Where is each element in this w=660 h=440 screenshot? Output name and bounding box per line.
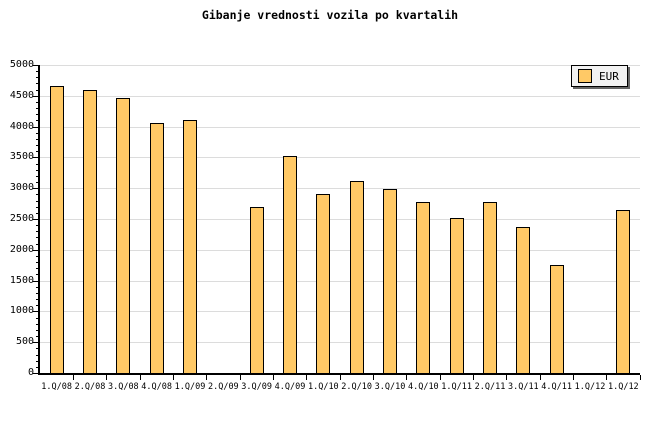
x-tick <box>106 375 108 380</box>
x-tick-label: 2.Q/11 <box>474 382 506 392</box>
x-tick <box>539 375 541 380</box>
x-tick-label: 4.Q/09 <box>274 382 306 392</box>
bar <box>249 206 264 374</box>
y-tick-label: 0 <box>27 367 34 378</box>
legend: EUR <box>571 65 628 87</box>
x-tick <box>472 375 474 380</box>
x-tick <box>272 375 274 380</box>
x-tick <box>439 375 441 380</box>
x-tick <box>606 375 608 380</box>
y-major-tick <box>33 373 40 374</box>
y-tick-label: 500 <box>15 336 34 348</box>
x-tick-label: 1.Q/08 <box>41 382 73 392</box>
x-tick-label: 1.Q/12 <box>607 382 639 392</box>
gridline <box>40 280 640 282</box>
x-tick-label: 3.Q/09 <box>241 382 273 392</box>
x-tick <box>339 375 341 380</box>
y-tick-label: 1500 <box>9 274 34 286</box>
x-tick <box>72 375 74 380</box>
x-tick <box>239 375 241 380</box>
bar <box>49 85 64 374</box>
y-major-tick <box>33 280 40 282</box>
y-major-tick <box>33 219 40 220</box>
y-major-tick <box>33 249 40 251</box>
y-major-tick <box>33 188 40 190</box>
bar <box>549 264 564 374</box>
y-major-tick <box>33 157 40 159</box>
x-tick-label: 1.Q/09 <box>174 382 206 392</box>
x-tick-label: 3.Q/10 <box>374 382 406 392</box>
gridline <box>40 249 640 251</box>
y-tick-label: 2500 <box>9 213 34 224</box>
chart-title: Gibanje vrednosti vozila po kvartalih <box>201 8 459 22</box>
gridline <box>40 342 640 344</box>
legend-swatch-icon <box>578 69 592 83</box>
y-tick-label: 2000 <box>9 243 34 255</box>
y-tick-label: 4000 <box>9 120 34 132</box>
x-tick <box>306 375 308 380</box>
y-axis <box>38 65 40 375</box>
x-tick-label: 1.Q/12 <box>574 382 606 392</box>
x-tick <box>206 375 208 380</box>
y-major-tick <box>33 126 40 128</box>
x-tick-label: 2.Q/09 <box>207 382 239 392</box>
bar <box>383 188 397 374</box>
y-major-tick <box>33 342 40 344</box>
gridline <box>40 311 640 313</box>
x-tick <box>506 375 508 380</box>
x-tick <box>372 375 374 380</box>
y-tick-label: 5000 <box>9 59 34 70</box>
legend-label: EUR <box>599 69 619 83</box>
x-tick-label: 2.Q/08 <box>74 382 106 392</box>
gridline <box>40 188 640 190</box>
x-tick <box>172 375 174 380</box>
bar <box>483 201 497 374</box>
y-tick-label: 4500 <box>9 89 34 101</box>
x-axis <box>38 373 640 375</box>
x-tick-label: 3.Q/08 <box>107 382 139 392</box>
x-tick-label: 2.Q/10 <box>341 382 373 392</box>
bar <box>449 217 464 374</box>
y-major-tick <box>33 65 40 66</box>
bar <box>116 98 131 374</box>
y-major-tick <box>33 311 40 313</box>
bar <box>516 227 531 374</box>
y-tick-label: 1000 <box>9 305 34 317</box>
x-tick <box>639 375 641 380</box>
gridline <box>40 157 640 159</box>
x-tick <box>406 375 408 380</box>
gridline <box>40 219 640 220</box>
x-tick-label: 4.Q/08 <box>141 382 173 392</box>
bar <box>616 209 631 374</box>
y-major-tick <box>33 95 40 97</box>
bar <box>349 180 364 374</box>
bar <box>183 119 197 374</box>
x-tick <box>572 375 574 380</box>
bar <box>416 201 431 374</box>
gridline <box>40 95 640 97</box>
x-tick-label: 4.Q/11 <box>541 382 573 392</box>
x-tick-label: 4.Q/10 <box>407 382 439 392</box>
x-tick <box>139 375 141 380</box>
bar <box>149 122 164 374</box>
bar <box>283 155 297 374</box>
x-tick-label: 1.Q/10 <box>307 382 339 392</box>
x-tick-label: 3.Q/11 <box>507 382 539 392</box>
y-tick-label: 3500 <box>9 151 34 163</box>
gridline <box>40 65 640 66</box>
bar <box>316 194 331 374</box>
y-tick-label: 3000 <box>9 182 34 194</box>
bar <box>83 90 97 374</box>
x-tick-label: 1.Q/11 <box>441 382 473 392</box>
gridline <box>40 126 640 128</box>
